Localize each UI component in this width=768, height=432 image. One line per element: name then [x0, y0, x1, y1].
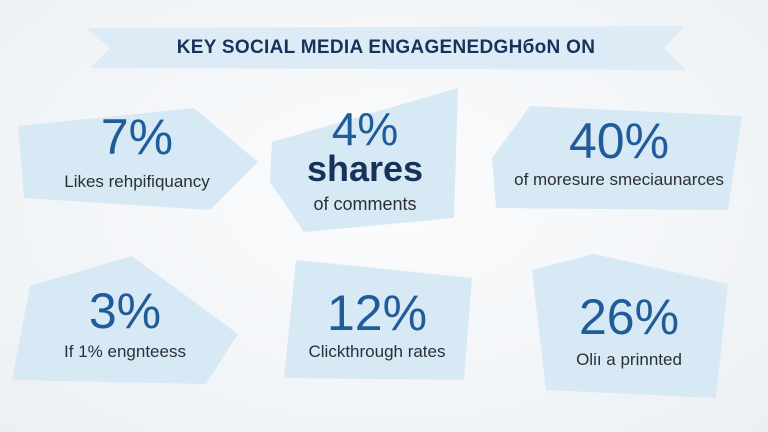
stat-headline: shares [306, 148, 424, 189]
stat-label: of moresure smeciaunarces [514, 170, 724, 189]
card-shape [532, 254, 728, 398]
title-banner: KEY SOCIAL MEDIA ENGAGENEDGHбоN ON [86, 26, 686, 70]
stat-card-reach: 40% of moresure smeciaunarces [490, 100, 748, 216]
banner-shape [86, 26, 686, 70]
stat-card-clickthrough: 12% Clickthrough rates [280, 258, 474, 384]
stat-card-likes: 7% Likes rehpifiquancy [14, 104, 260, 216]
card-shape [270, 88, 458, 232]
stat-value: 40% [568, 113, 670, 169]
stat-value: 4% [331, 103, 399, 155]
stat-value: 7% [100, 109, 174, 165]
stat-label: If 1% engnteess [64, 342, 186, 361]
card-shape [18, 108, 258, 210]
stat-value: 12% [326, 285, 428, 341]
stat-card-printed: 26% Oliı a prinnted [528, 252, 730, 400]
page-title: KEY SOCIAL MEDIA ENGAGENEDGHбоN ON [176, 37, 596, 58]
card-shape [284, 260, 472, 380]
stat-value: 26% [578, 289, 680, 345]
stat-label: Clickthrough rates [308, 342, 446, 361]
card-shape [492, 106, 742, 210]
stat-label: of comments [313, 194, 417, 214]
stat-label: Oliı a prinnted [576, 350, 682, 369]
stat-label: Likes rehpifiquancy [64, 172, 210, 191]
stat-value: 3% [88, 283, 162, 339]
stat-card-shares: 4% shares of comments [268, 86, 462, 234]
card-shape [12, 256, 238, 384]
stat-card-engagement: 3% If 1% engnteess [10, 254, 240, 388]
